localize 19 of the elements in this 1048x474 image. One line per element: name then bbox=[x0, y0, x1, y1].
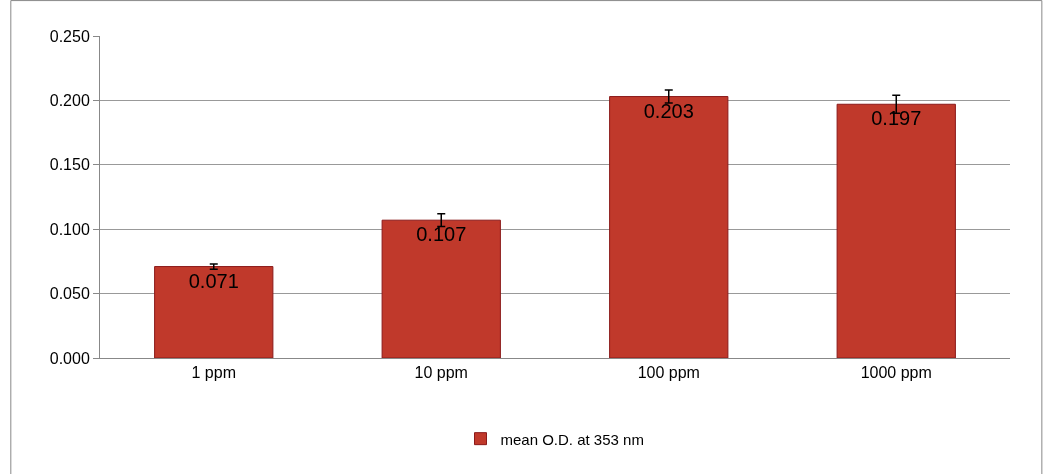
data-label: 0.107 bbox=[416, 223, 467, 246]
data-label: 0.071 bbox=[188, 269, 239, 292]
bar bbox=[381, 219, 501, 358]
legend-label: mean O.D. at 353 nm bbox=[500, 430, 644, 448]
data-label: 0.197 bbox=[871, 107, 922, 130]
bar bbox=[836, 103, 956, 358]
x-tick-label: 1 ppm bbox=[191, 364, 236, 382]
x-tick-label: 1000 ppm bbox=[860, 364, 932, 382]
x-tick-label: 10 ppm bbox=[414, 364, 468, 382]
y-tick-label: 0.200 bbox=[49, 92, 90, 109]
bar bbox=[609, 96, 729, 358]
x-tick-label: 100 ppm bbox=[637, 364, 700, 382]
y-tick-label: 0.050 bbox=[49, 285, 90, 303]
y-tick-label: 0.100 bbox=[49, 220, 90, 238]
y-tick-label: 0.150 bbox=[49, 156, 90, 174]
y-tick-label: 0.250 bbox=[49, 27, 90, 45]
y-tick-label: 0.000 bbox=[49, 349, 90, 367]
bar bbox=[154, 266, 274, 358]
data-label: 0.203 bbox=[643, 99, 694, 122]
